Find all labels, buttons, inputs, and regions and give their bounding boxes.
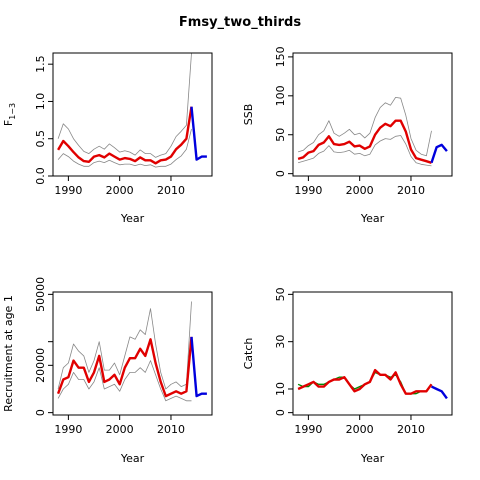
y-tick-label: 100 xyxy=(274,85,287,106)
y-tick-label: 1.5 xyxy=(34,55,47,73)
x-axis-label: Year xyxy=(360,212,385,225)
plot-frame xyxy=(292,52,453,177)
series-line-upper xyxy=(57,52,192,158)
plot-frame xyxy=(52,291,213,416)
plot-frame xyxy=(52,52,213,177)
x-tick-label: 1990 xyxy=(294,184,322,197)
y-tick-label: 1.0 xyxy=(34,93,47,111)
x-tick-label: 2010 xyxy=(397,184,425,197)
series-line-median xyxy=(56,336,193,398)
x-tick-label: 2010 xyxy=(397,423,425,436)
panels-group: 1990 2000 2010 0.0 0.5 1.0 1.5 Year F1−3 1990 2000… xyxy=(2,46,453,465)
series-line-projection xyxy=(190,106,207,161)
chart-panel-bottom-left: 1990 2000 2010 0 20000 50000 Year Recruitment a… xyxy=(2,277,213,465)
plot-frame xyxy=(292,291,453,416)
x-tick-label: 2010 xyxy=(157,184,185,197)
series-line-median xyxy=(57,106,193,165)
y-tick-label: 150 xyxy=(274,46,287,67)
y-axis-label: SSB xyxy=(242,104,255,126)
chart-panel-top-left: 1990 2000 2010 0.0 0.5 1.0 1.5 Year F1−3 xyxy=(2,52,213,225)
series-line-lower xyxy=(297,135,432,167)
series-line-median xyxy=(297,119,432,164)
y-tick-label: 20000 xyxy=(34,348,47,383)
x-tick-label: 2000 xyxy=(346,423,374,436)
x-axis-label: Year xyxy=(120,452,145,465)
series-line-median xyxy=(297,368,433,395)
x-tick-label: 1990 xyxy=(294,423,322,436)
y-tick-label: 0.5 xyxy=(34,130,47,148)
y-tick-label: 0.0 xyxy=(34,167,47,185)
y-tick-label: 50 xyxy=(274,287,287,301)
y-axis-label: Catch xyxy=(242,338,255,370)
chart-panel-bottom-right: 1990 2000 2010 0 10 30 50 Year Catch xyxy=(242,287,453,465)
x-tick-label: 2000 xyxy=(106,184,134,197)
series-line-lower xyxy=(57,360,192,402)
figure-title: Fmsy_two_thirds xyxy=(179,15,301,30)
y-tick-label: 0 xyxy=(34,409,47,416)
series-line-upper xyxy=(297,97,432,157)
y-tick-label: 10 xyxy=(274,382,287,396)
x-tick-label: 1990 xyxy=(54,184,82,197)
x-tick-label: 2000 xyxy=(106,423,134,436)
y-tick-label: 50000 xyxy=(34,277,47,312)
series-line-projection xyxy=(430,385,448,400)
y-tick-label: 0 xyxy=(274,170,287,177)
series-line-projection xyxy=(190,336,207,398)
y-tick-label: 50 xyxy=(274,128,287,142)
chart-panel-top-right: 1990 2000 2010 0 50 100 150 Year SSB xyxy=(242,46,453,225)
series-line-lower xyxy=(57,128,192,168)
x-axis-label: Year xyxy=(360,452,385,465)
y-tick-label: 30 xyxy=(274,335,287,349)
x-axis-label: Year xyxy=(120,212,145,225)
x-tick-label: 2000 xyxy=(346,184,374,197)
series-line-projection xyxy=(430,143,448,164)
y-axis-label: Recruitment at age 1 xyxy=(2,295,15,412)
x-tick-label: 2010 xyxy=(157,423,185,436)
series-line-upper xyxy=(57,301,192,390)
y-axis-label: F1−3 xyxy=(2,103,17,126)
y-tick-label: 0 xyxy=(274,409,287,416)
x-tick-label: 1990 xyxy=(54,423,82,436)
